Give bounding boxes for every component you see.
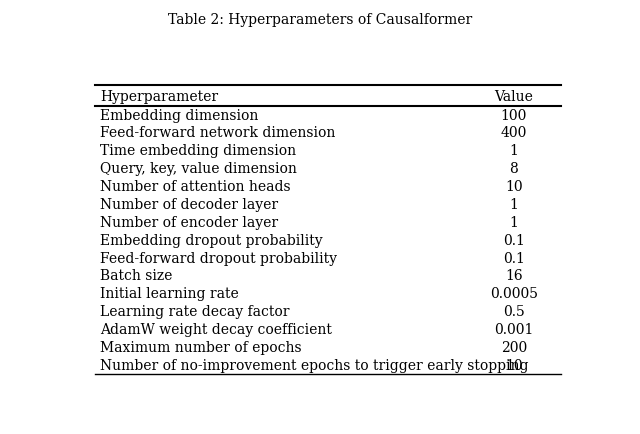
Text: 200: 200 — [501, 340, 527, 354]
Text: Number of attention heads: Number of attention heads — [100, 180, 291, 194]
Text: 0.5: 0.5 — [503, 305, 525, 319]
Text: Maximum number of epochs: Maximum number of epochs — [100, 340, 301, 354]
Text: Table 2: Hyperparameters of Causalformer: Table 2: Hyperparameters of Causalformer — [168, 13, 472, 27]
Text: 1: 1 — [509, 197, 518, 211]
Text: 400: 400 — [501, 126, 527, 140]
Text: 1: 1 — [509, 215, 518, 229]
Text: Query, key, value dimension: Query, key, value dimension — [100, 162, 297, 176]
Text: 0.0005: 0.0005 — [490, 286, 538, 301]
Text: 10: 10 — [505, 180, 523, 194]
Text: 16: 16 — [505, 269, 523, 283]
Text: Number of decoder layer: Number of decoder layer — [100, 197, 278, 211]
Text: Feed-forward dropout probability: Feed-forward dropout probability — [100, 251, 337, 265]
Text: Feed-forward network dimension: Feed-forward network dimension — [100, 126, 335, 140]
Text: Embedding dimension: Embedding dimension — [100, 108, 258, 122]
Text: 100: 100 — [501, 108, 527, 122]
Text: Hyperparameter: Hyperparameter — [100, 90, 218, 104]
Text: Learning rate decay factor: Learning rate decay factor — [100, 305, 289, 319]
Text: 1: 1 — [509, 144, 518, 158]
Text: Time embedding dimension: Time embedding dimension — [100, 144, 296, 158]
Text: 0.001: 0.001 — [494, 322, 534, 336]
Text: Value: Value — [495, 90, 533, 104]
Text: 10: 10 — [505, 358, 523, 372]
Text: 0.1: 0.1 — [503, 251, 525, 265]
Text: Initial learning rate: Initial learning rate — [100, 286, 239, 301]
Text: 8: 8 — [509, 162, 518, 176]
Text: Embedding dropout probability: Embedding dropout probability — [100, 233, 323, 247]
Text: Number of encoder layer: Number of encoder layer — [100, 215, 278, 229]
Text: 0.1: 0.1 — [503, 233, 525, 247]
Text: AdamW weight decay coefficient: AdamW weight decay coefficient — [100, 322, 332, 336]
Text: Number of no-improvement epochs to trigger early stopping: Number of no-improvement epochs to trigg… — [100, 358, 529, 372]
Text: Batch size: Batch size — [100, 269, 172, 283]
